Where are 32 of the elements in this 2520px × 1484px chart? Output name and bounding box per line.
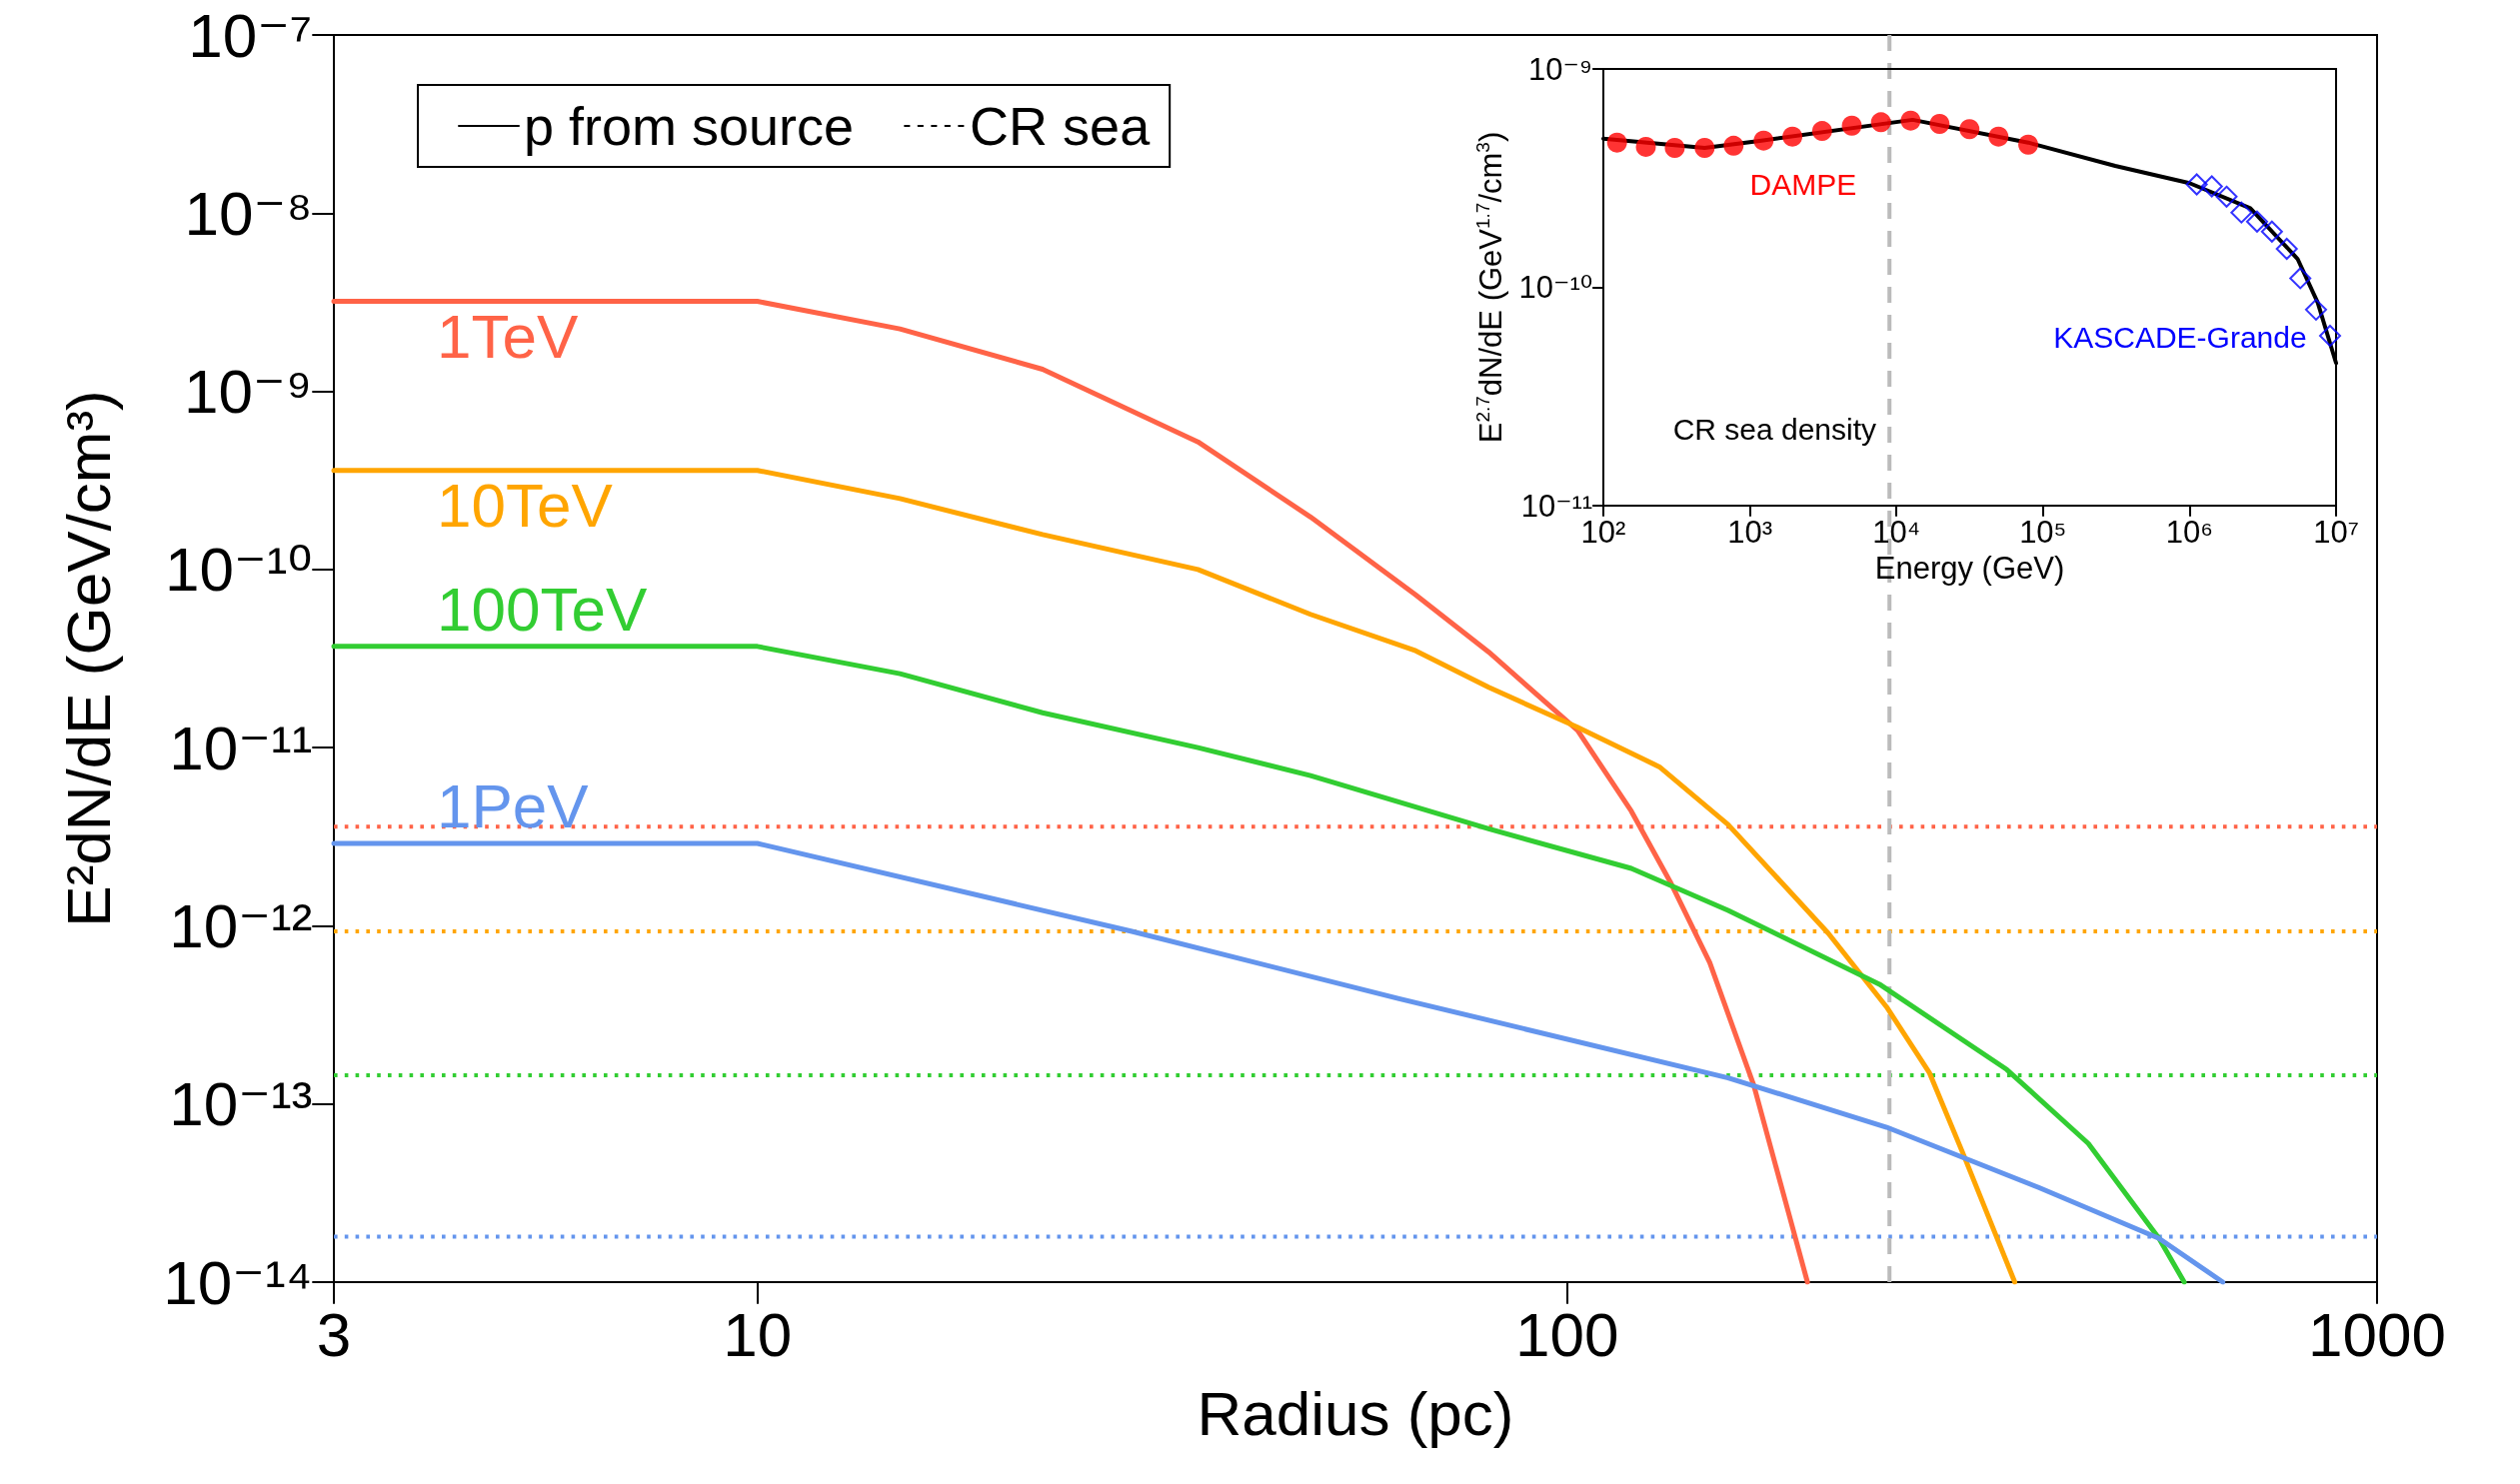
y-tick-label: 10⁻¹¹	[169, 713, 313, 782]
y-tick-label: 10⁻⁷	[188, 0, 313, 70]
series-label: 100TeV	[437, 575, 648, 645]
y-tick-label: 10⁻⁸	[184, 178, 313, 248]
y-tick-label: 10⁻¹⁴	[163, 1247, 313, 1317]
x-tick-label: 10⁶	[2165, 514, 2214, 550]
x-axis-title: Energy (GeV)	[1874, 550, 2065, 586]
x-tick-label: 10⁷	[2313, 514, 2359, 550]
x-axis-title: Radius (pc)	[1197, 1378, 1514, 1448]
series-label: 10TeV	[437, 471, 614, 541]
y-axis-title: E²dN/dE (GeV/cm³)	[53, 390, 123, 927]
y-tick-label: 10⁻¹⁰	[1518, 270, 1593, 305]
series-label: DAMPE	[1749, 168, 1857, 202]
legend-label: p from source	[524, 96, 855, 156]
y-axis-title: E2.7dN/dE (GeV1.7/cm3)	[1472, 131, 1508, 444]
legend-label: CR sea	[970, 96, 1152, 156]
y-tick-label: 10⁻¹³	[169, 1069, 313, 1139]
x-tick-label: 10³	[1727, 514, 1773, 550]
y-tick-label: 10⁻⁹	[1528, 51, 1593, 87]
x-tick-label: 100	[1515, 1300, 1619, 1370]
x-tick-label: 3	[316, 1300, 352, 1370]
x-tick-label: 1000	[2308, 1300, 2446, 1370]
annotation: CR sea density	[1672, 412, 1877, 446]
y-tick-label: 10⁻⁹	[184, 357, 313, 427]
series-label: KASCADE-Grande	[2053, 320, 2307, 354]
series-label: 1PeV	[437, 771, 590, 841]
x-tick-label: 10⁴	[1872, 514, 1921, 550]
x-tick-label: 10⁵	[2019, 514, 2067, 550]
x-tick-label: 10	[723, 1300, 793, 1370]
series-label: 1TeV	[437, 302, 579, 372]
y-tick-label: 10⁻¹²	[169, 890, 313, 960]
y-tick-label: 10⁻¹⁰	[165, 535, 313, 605]
